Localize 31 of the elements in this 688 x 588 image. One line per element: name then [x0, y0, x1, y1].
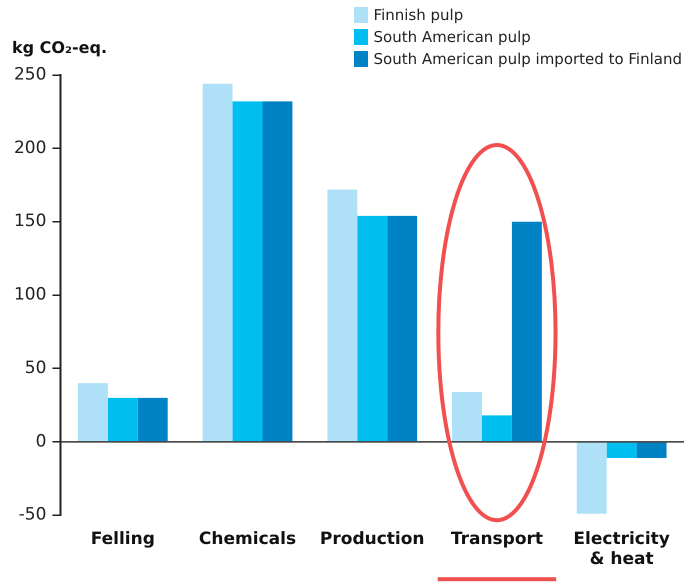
bar [108, 398, 138, 442]
legend-label: South American pulp [374, 28, 531, 46]
bar [606, 442, 637, 458]
bar [387, 216, 418, 442]
y-tick-label: -50 [18, 504, 46, 525]
y-tick-label: 50 [24, 358, 46, 378]
bar [512, 222, 542, 442]
bar [138, 398, 168, 442]
bar [78, 383, 108, 442]
y-tick-label: 250 [14, 64, 46, 84]
y-tick-label: 0 [36, 431, 46, 452]
x-tick-label: Felling [90, 528, 155, 549]
bar [482, 415, 512, 442]
x-tick-label: Electricity & heat [573, 528, 670, 570]
x-tick-label: Chemicals [198, 528, 296, 549]
y-tick-label: 150 [14, 211, 46, 232]
bar [452, 392, 482, 442]
bar [636, 442, 667, 458]
legend-label: South American pulp imported to Finland [374, 50, 682, 68]
bar [262, 101, 292, 442]
legend-label: Finnish pulp [374, 6, 464, 24]
y-tick-label: 200 [14, 138, 46, 158]
x-tick-label: Production [320, 528, 425, 549]
bar [327, 189, 358, 442]
y-tick-label: 100 [14, 284, 46, 305]
bar [202, 84, 233, 442]
bar [357, 216, 388, 442]
x-tick-label: Transport [450, 528, 544, 549]
bar [232, 101, 262, 442]
y-axis-title: kg CO₂-eq. [12, 38, 108, 57]
bar [576, 442, 607, 514]
